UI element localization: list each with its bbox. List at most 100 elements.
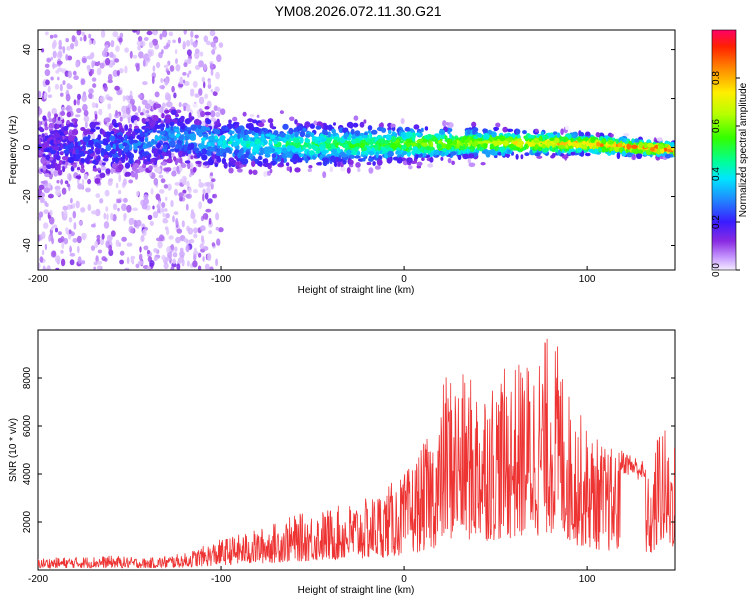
heatmap-noise-cell [112, 203, 118, 211]
heatmap-band-cell [271, 153, 277, 159]
heatmap-band-cell [87, 149, 94, 154]
heatmap-band-cell [200, 125, 207, 133]
heatmap-band-cell [350, 138, 356, 145]
heatmap-noise-cell [147, 265, 151, 270]
heatmap-noise-cell [114, 85, 120, 91]
heatmap-band-cell [322, 157, 330, 163]
heatmap-noise-cell [121, 203, 127, 212]
heatmap-band-cell [212, 139, 219, 143]
heatmap-band-cell [225, 147, 231, 153]
heatmap-noise-cell [163, 184, 169, 189]
heatmap-band-cell [45, 154, 51, 161]
heatmap-noise-cell [185, 103, 191, 112]
heatmap-band-cell [545, 135, 549, 140]
heatmap-band-cell [144, 136, 149, 143]
heatmap-band-cell [425, 150, 432, 154]
heatmap-band-cell [647, 142, 654, 148]
heatmap-band-cell [141, 151, 148, 157]
heatmap-noise-cell [51, 63, 58, 68]
heatmap-noise-cell [135, 263, 140, 269]
heatmap-band-cell [63, 125, 69, 132]
heatmap-band-cell [247, 123, 254, 130]
heatmap-band-cell [327, 147, 332, 152]
heatmap-noise-cell [148, 41, 154, 49]
heatmap-noise-cell [177, 37, 182, 44]
heatmap-noise-cell [170, 244, 175, 251]
heatmap-band-cell [322, 171, 327, 179]
heatmap-noise-cell [164, 196, 168, 201]
heatmap-noise-cell [49, 34, 54, 39]
heatmap-band-cell [228, 167, 234, 174]
heatmap-band-cell [227, 141, 233, 145]
heatmap-band-cell [643, 142, 648, 149]
heatmap-noise-cell [207, 79, 211, 86]
heatmap-band-cell [240, 148, 244, 153]
heatmap-noise-cell [206, 181, 212, 187]
heatmap-noise-cell [153, 177, 159, 186]
heatmap-band-cell [585, 131, 591, 137]
heatmap-band-cell [294, 167, 301, 173]
heatmap-noise-cell [178, 101, 182, 108]
heatmap-noise-cell [62, 80, 66, 85]
heatmap-band-cell [413, 124, 420, 130]
heatmap-noise-cell [140, 234, 145, 243]
heatmap-band-cell [462, 150, 468, 155]
heatmap-noise-cell [158, 107, 163, 113]
heatmap-band-cell [160, 126, 165, 132]
heatmap-band-cell [151, 148, 156, 154]
heatmap-band-cell [527, 134, 535, 139]
heatmap-noise-cell [80, 78, 86, 85]
heatmap-band-cell [628, 141, 633, 145]
heatmap-band-cell [427, 163, 434, 168]
heatmap-band-cell [430, 141, 434, 147]
heatmap-band-cell [578, 131, 585, 137]
heatmap-band-cell [461, 139, 465, 144]
heatmap-band-cell [117, 163, 124, 171]
heatmap-noise-cell [143, 245, 149, 251]
heatmap-band-cell [424, 126, 429, 131]
heatmap-band-cell [421, 142, 428, 147]
heatmap-band-cell [110, 148, 116, 154]
heatmap-noise-cell [201, 235, 204, 243]
heatmap-band-cell [174, 128, 180, 132]
heatmap-band-cell [80, 164, 85, 169]
heatmap-noise-cell [178, 83, 184, 88]
heatmap-band-cell [299, 137, 304, 144]
heatmap-band-cell [144, 103, 151, 110]
heatmap-band-cell [556, 132, 561, 138]
heatmap-band-cell [445, 143, 451, 150]
heatmap-band-cell [66, 120, 70, 125]
heatmap-noise-cell [55, 69, 60, 74]
heatmap-band-cell [493, 127, 498, 132]
heatmap-noise-cell [156, 61, 161, 69]
snr-y-tick-label: 4000 [22, 462, 33, 485]
heatmap-band-cell [208, 130, 212, 135]
heatmap-band-cell [383, 140, 390, 145]
heatmap-band-cell [113, 122, 119, 128]
heatmap-noise-cell [218, 42, 224, 48]
heatmap-noise-cell [202, 213, 209, 220]
heatmap-noise-cell [50, 56, 53, 61]
heatmap-band-cell [178, 150, 183, 157]
heatmap-band-cell [568, 148, 576, 152]
heatmap-band-cell [311, 132, 315, 138]
heatmap-noise-cell [64, 180, 69, 185]
heatmap-noise-cell [132, 30, 137, 33]
heatmap-band-cell [105, 168, 111, 175]
heatmap-noise-cell [99, 238, 105, 246]
heatmap-band-cell [44, 126, 49, 131]
heatmap-band-cell [89, 121, 96, 129]
heatmap-noise-cell [79, 37, 83, 42]
heatmap-noise-cell [43, 92, 47, 100]
heatmap-band-cell [241, 158, 249, 165]
heatmap-noise-cell [152, 38, 158, 46]
heatmap-noise-cell [103, 85, 108, 92]
heatmap-band-cell [181, 163, 187, 169]
heatmap-band-cell [335, 143, 339, 148]
heatmap-noise-cell [44, 63, 50, 68]
heatmap-noise-cell [97, 249, 103, 254]
heatmap-noise-cell [162, 30, 168, 38]
heatmap-noise-cell [58, 45, 63, 50]
heatmap-band-cell [201, 140, 205, 145]
heatmap-noise-cell [58, 39, 62, 48]
